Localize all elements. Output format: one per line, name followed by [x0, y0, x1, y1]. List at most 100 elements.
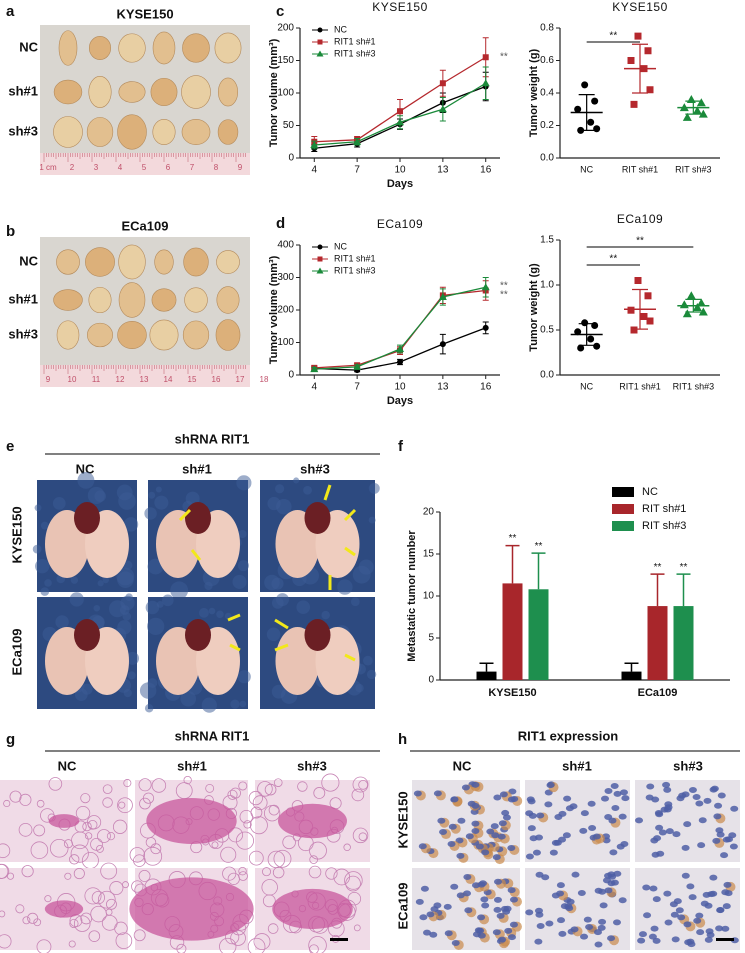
nucleus [497, 833, 506, 840]
marker [438, 105, 447, 113]
ruler-number: 14 [164, 375, 173, 384]
cloth-texture [147, 558, 164, 575]
nucleus [536, 812, 545, 819]
alveolus [21, 865, 34, 878]
sd-bar [632, 43, 648, 94]
marker [686, 291, 696, 300]
row-label: NC [19, 253, 38, 268]
nucleus [413, 790, 422, 797]
marker [438, 293, 447, 300]
ruler-number: 6 [166, 163, 171, 172]
nucleus [525, 810, 534, 817]
cloth-texture [362, 655, 373, 666]
nucleus [475, 843, 484, 850]
heart [74, 619, 100, 651]
chart-title: ECa109 [377, 217, 423, 231]
cloth-texture [102, 576, 110, 584]
alveolus [15, 904, 25, 914]
cloth-texture [145, 600, 160, 615]
cloth-texture [93, 604, 101, 612]
y-tick-label: 300 [277, 272, 294, 283]
x-tick-label: 10 [394, 165, 406, 176]
nucleus [715, 827, 724, 834]
nucleus [456, 892, 465, 899]
alveolus [262, 894, 276, 908]
nucleus [618, 897, 627, 904]
alveolus [97, 829, 111, 843]
nucleus [592, 833, 601, 840]
x-tick-label: 10 [394, 382, 406, 393]
y-axis-title: Tumor weight (g) [528, 48, 540, 137]
alveolus [309, 855, 318, 864]
nucleus [477, 932, 486, 939]
significance: ** [609, 31, 617, 42]
cloth-texture [155, 486, 162, 493]
marker [353, 137, 362, 145]
marker [577, 344, 585, 352]
alveolus [142, 792, 155, 804]
tumor [181, 119, 211, 145]
tumor [118, 282, 146, 318]
nucleus [612, 919, 621, 926]
y-tick-label: 0.4 [540, 88, 554, 99]
x-tick-label: KYSE150 [488, 687, 536, 699]
nucleus [643, 912, 652, 919]
nucleus [551, 839, 560, 846]
y-tick-label: 50 [283, 120, 295, 131]
y-tick-label: 100 [277, 337, 294, 348]
legend-label: NC [334, 24, 347, 34]
alveolus [129, 847, 146, 863]
nucleus [720, 852, 729, 859]
y-tick-label: 0.6 [540, 55, 554, 66]
nucleus [650, 925, 659, 932]
tumor [149, 319, 179, 351]
chart-title: KYSE150 [372, 0, 428, 14]
marker [482, 324, 489, 331]
alveolus [30, 841, 49, 859]
arrow [344, 653, 356, 662]
x-tick-label: RIT1 sh#1 [619, 381, 661, 391]
marker [397, 108, 403, 115]
nucleus [656, 850, 665, 857]
x-tick-label: ECa109 [638, 687, 678, 699]
nucleus [695, 800, 704, 807]
arrow [274, 643, 289, 652]
nucleus [481, 849, 490, 856]
alveolus [9, 790, 22, 803]
tumor [56, 320, 80, 350]
cloth-texture [271, 597, 284, 609]
x-tick-label: NC [580, 381, 593, 391]
arrow [229, 643, 241, 652]
nucleus [560, 903, 569, 910]
nucleus [419, 914, 428, 921]
nucleus [447, 841, 456, 848]
nucleus [618, 813, 627, 820]
cloth-texture [276, 498, 292, 515]
tumor [154, 249, 174, 275]
legend-label: RIT sh#3 [642, 520, 686, 532]
alveolus [48, 777, 63, 791]
cloth-texture [35, 558, 50, 574]
y-tick-label: 1.0 [540, 280, 554, 291]
y-tick-label: 15 [423, 549, 435, 560]
alveolus [309, 944, 319, 953]
marker [574, 105, 582, 113]
nucleus [649, 885, 658, 892]
nucleus [712, 837, 721, 844]
significance: ** [535, 541, 543, 552]
nucleus [549, 849, 558, 856]
nucleus [655, 811, 664, 818]
nucleus [704, 936, 713, 943]
nucleus [658, 829, 667, 836]
row-label: sh#1 [8, 83, 38, 98]
tumor-region [129, 877, 254, 941]
cloth-texture [237, 560, 249, 572]
nucleus [541, 874, 550, 881]
nucleus [444, 930, 453, 937]
marker [696, 298, 706, 307]
row-label: ECa109 [395, 883, 410, 930]
alveolus [249, 816, 268, 835]
nucleus [545, 920, 554, 927]
alveolus [19, 793, 32, 806]
alveolus [352, 827, 369, 844]
